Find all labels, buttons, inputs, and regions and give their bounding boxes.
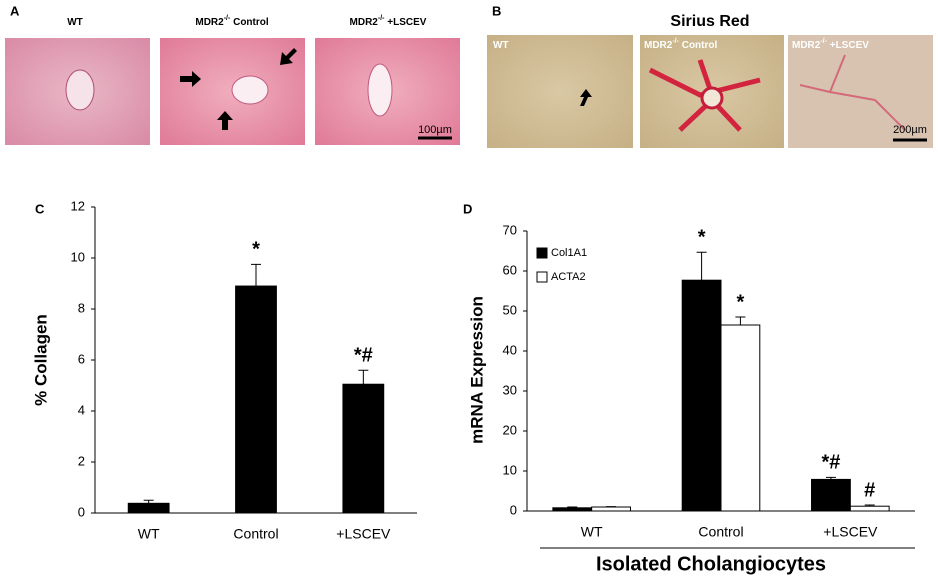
annotation: *# <box>821 452 840 474</box>
panel-label: B <box>492 3 501 18</box>
micrograph <box>487 35 633 148</box>
bar <box>811 478 851 512</box>
caption-text: WT <box>67 17 83 28</box>
arrow <box>580 89 592 106</box>
bar <box>235 285 277 514</box>
x-tick-label: +LSCEV <box>336 526 391 542</box>
panel-title: Sirius Red <box>670 13 749 30</box>
vessel <box>367 63 393 117</box>
y-tick-label: 40 <box>503 342 517 357</box>
y-axis-title: % Collagen <box>31 314 50 406</box>
image-caption: MDR2-/- +LSCEV <box>350 15 427 28</box>
panel-label: D <box>463 201 472 216</box>
legend-label: Col1A1 <box>551 247 587 259</box>
arrow <box>217 111 233 130</box>
y-tick-label: 8 <box>78 300 85 315</box>
annotation: * <box>252 239 260 261</box>
arrow <box>180 71 201 87</box>
y-tick-label: 30 <box>503 382 517 397</box>
caption-sup: -/- <box>378 15 385 22</box>
y-tick-label: 10 <box>71 249 85 264</box>
y-tick-label: 20 <box>503 422 517 437</box>
image-caption: MDR2-/- Control <box>195 15 269 28</box>
y-tick-label: 10 <box>503 462 517 477</box>
x-tick-label: Control <box>698 524 743 540</box>
vessel <box>231 75 269 105</box>
y-tick-label: 6 <box>78 351 85 366</box>
caption-sup: -/- <box>672 38 679 45</box>
caption-rest: Control <box>230 17 269 28</box>
caption-rest: +LSCEV <box>827 40 869 51</box>
bar <box>720 324 761 512</box>
y-tick-label: 60 <box>503 262 517 277</box>
x-tick-label: WT <box>138 526 160 542</box>
error-bar <box>696 251 707 281</box>
annotation: *# <box>354 344 373 366</box>
caption-sup: -/- <box>820 38 827 45</box>
y-tick-label: 12 <box>71 198 85 213</box>
legend-swatch <box>536 271 548 283</box>
panel-label: C <box>35 201 45 216</box>
collagen <box>799 54 906 131</box>
caption-text: WT <box>493 40 509 51</box>
caption-text: MDR2 <box>350 17 379 28</box>
bar <box>342 383 385 514</box>
error-bar <box>825 476 836 480</box>
micrograph <box>788 35 933 148</box>
caption-text: MDR2 <box>195 17 224 28</box>
error-bar <box>143 499 154 504</box>
caption-text: MDR2 <box>792 40 821 51</box>
y-axis-title: mRNA Expression <box>467 296 486 444</box>
bar <box>591 506 631 512</box>
image-caption: WT <box>67 17 83 28</box>
panel-label: A <box>10 3 20 18</box>
error-bar <box>567 506 578 508</box>
bar <box>681 279 722 512</box>
error-bar <box>251 263 261 287</box>
x-tick-label: WT <box>581 524 603 540</box>
vessel <box>65 69 95 111</box>
caption-rest: Control <box>679 40 718 51</box>
caption-sup: -/- <box>224 15 231 22</box>
annotation: * <box>698 226 706 248</box>
y-tick-label: 50 <box>503 302 517 317</box>
bar <box>552 507 593 512</box>
scale-label: 200µm <box>893 124 927 136</box>
x-tick-label: Control <box>233 526 278 542</box>
y-tick-label: 0 <box>78 504 85 519</box>
legend-label: ACTA2 <box>551 271 586 283</box>
image-caption: MDR2-/- Control <box>644 38 718 51</box>
caption-text: MDR2 <box>644 40 673 51</box>
caption-rest: +LSCEV <box>384 17 426 28</box>
y-tick-label: 2 <box>78 453 85 468</box>
annotation: # <box>864 479 875 501</box>
legend-swatch <box>536 247 548 259</box>
annotation: * <box>737 291 745 313</box>
error-bar <box>358 369 369 385</box>
error-bar <box>864 504 875 507</box>
image-caption: MDR2-/- +LSCEV <box>792 38 869 51</box>
error-bar <box>735 316 746 325</box>
bar <box>127 502 170 514</box>
y-tick-label: 4 <box>78 402 85 417</box>
x-tick-label: +LSCEV <box>823 524 878 540</box>
vessel <box>700 86 724 110</box>
y-tick-label: 70 <box>503 222 517 237</box>
image-caption: WT <box>493 40 509 51</box>
y-tick-label: 0 <box>510 502 517 517</box>
bar <box>849 505 890 512</box>
x-axis-title: Isolated Cholangiocytes <box>596 553 826 575</box>
arrow <box>280 48 297 65</box>
scale-label: 100µm <box>418 124 452 136</box>
